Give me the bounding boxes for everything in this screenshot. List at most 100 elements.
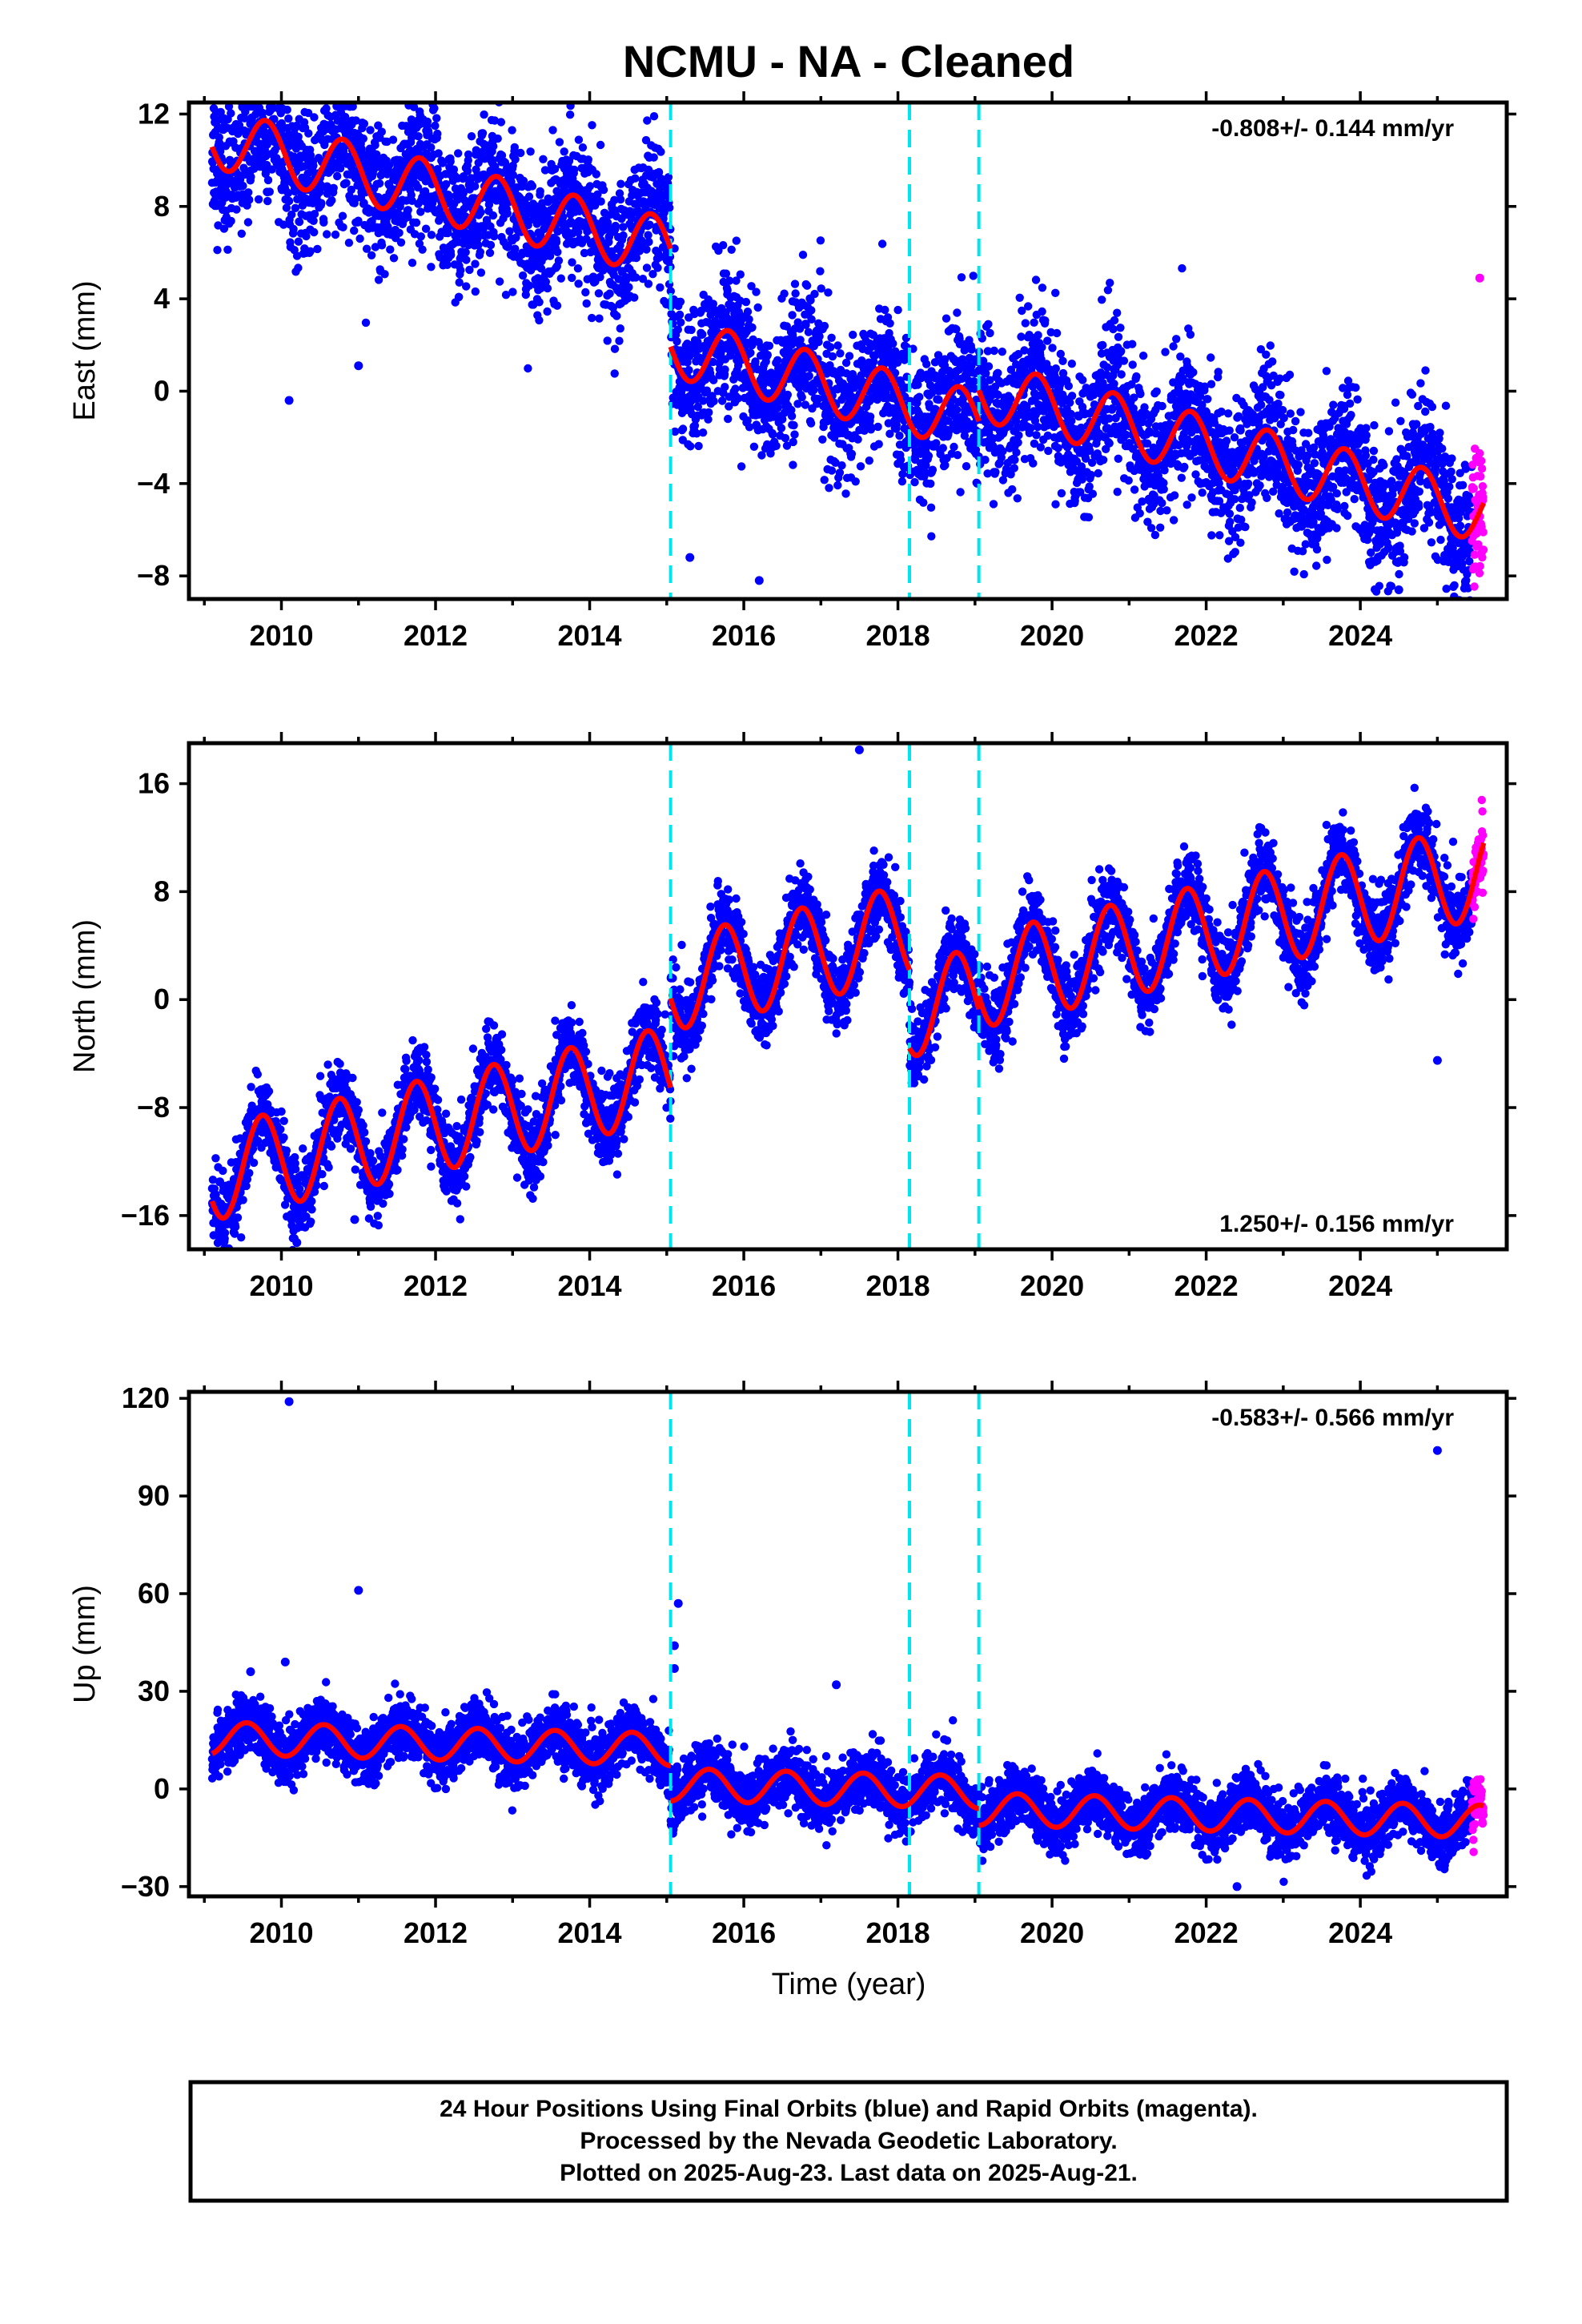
- final-orbit-point: [816, 236, 825, 245]
- final-orbit-point: [1291, 416, 1300, 426]
- final-orbit-point: [1117, 370, 1126, 379]
- final-orbit-point: [372, 150, 381, 159]
- final-orbit-point: [495, 277, 504, 286]
- final-orbit-point: [919, 498, 928, 507]
- final-orbit-point: [1132, 372, 1141, 381]
- final-orbit-point: [279, 220, 288, 229]
- final-orbit-point: [806, 419, 816, 428]
- final-orbit-point: [421, 224, 431, 233]
- final-orbit-point: [721, 365, 729, 374]
- final-orbit-point: [456, 266, 465, 275]
- final-orbit-point: [553, 247, 562, 256]
- final-orbit-point: [433, 165, 442, 174]
- final-orbit-point: [675, 310, 685, 320]
- final-orbit-point: [1162, 506, 1171, 515]
- final-orbit-point: [805, 372, 813, 380]
- final-orbit-point: [941, 460, 950, 470]
- final-orbit-point: [677, 318, 685, 327]
- final-orbit-point: [616, 195, 625, 204]
- final-orbit-point: [427, 231, 436, 239]
- final-orbit-point: [1124, 476, 1133, 485]
- final-orbit-point: [338, 211, 347, 220]
- final-orbit-point: [1322, 367, 1331, 376]
- final-orbit-point: [374, 275, 383, 284]
- final-orbit-point: [284, 196, 294, 206]
- final-orbit-point: [371, 141, 379, 150]
- final-orbit-point: [643, 116, 652, 125]
- final-orbit-point: [335, 164, 345, 173]
- final-orbit-point: [414, 132, 423, 141]
- final-orbit-point: [705, 408, 713, 417]
- final-orbit-point: [773, 356, 782, 364]
- final-orbit-point: [508, 171, 518, 179]
- final-orbit-point: [291, 203, 300, 212]
- final-orbit-point: [1187, 493, 1196, 502]
- final-orbit-point: [462, 255, 471, 264]
- final-orbit-point: [642, 245, 651, 254]
- final-orbit-point: [525, 281, 534, 290]
- final-orbit-point: [804, 328, 813, 336]
- final-orbit-point: [383, 222, 392, 231]
- final-orbit-point: [732, 236, 741, 245]
- final-orbit-point: [787, 412, 797, 420]
- final-orbit-point: [698, 428, 708, 437]
- final-orbit-point: [644, 279, 653, 288]
- final-orbit-point: [745, 315, 753, 324]
- final-orbit-point: [560, 147, 568, 156]
- final-orbit-point: [1021, 319, 1030, 328]
- final-orbit-point: [1214, 368, 1223, 376]
- final-orbit-point: [763, 351, 772, 360]
- final-orbit-point: [298, 201, 307, 210]
- final-orbit-point: [254, 195, 263, 204]
- final-orbit-point: [1098, 296, 1106, 304]
- final-orbit-point: [709, 396, 718, 406]
- final-orbit-point: [374, 121, 383, 130]
- final-orbit-point: [380, 270, 389, 279]
- final-orbit-point: [790, 279, 800, 288]
- final-orbit-point: [1043, 336, 1052, 345]
- final-orbit-point: [441, 179, 451, 189]
- final-orbit-point: [956, 488, 965, 497]
- final-orbit-point: [818, 435, 827, 444]
- final-orbit-point: [1136, 389, 1145, 399]
- final-orbit-point: [981, 456, 990, 464]
- final-orbit-point: [486, 240, 496, 250]
- final-orbit-point: [1130, 485, 1139, 494]
- final-orbit-point: [568, 258, 576, 267]
- final-orbit-point: [1255, 481, 1264, 490]
- final-orbit-point: [464, 156, 472, 165]
- final-orbit-point: [957, 273, 966, 282]
- final-orbit-point: [595, 314, 604, 323]
- final-orbit-point: [245, 195, 254, 204]
- final-orbit-point: [267, 165, 276, 174]
- final-orbit-point: [461, 247, 470, 257]
- final-orbit-point: [1038, 307, 1046, 316]
- final-orbit-point: [404, 206, 412, 215]
- final-orbit-point: [915, 392, 924, 401]
- final-orbit-point: [1038, 343, 1046, 352]
- final-orbit-point: [1156, 523, 1165, 532]
- final-orbit-point: [685, 366, 693, 375]
- final-orbit-point: [967, 345, 976, 354]
- final-orbit-point: [508, 287, 517, 296]
- final-orbit-point: [991, 468, 1000, 476]
- final-orbit-point: [1051, 288, 1060, 297]
- final-orbit-point: [1207, 531, 1216, 540]
- final-orbit-point: [1084, 513, 1094, 522]
- final-orbit-point: [910, 477, 919, 487]
- final-orbit-point: [835, 468, 845, 477]
- final-orbit-point: [1098, 340, 1107, 350]
- final-orbit-point: [873, 422, 882, 432]
- final-orbit-point: [1186, 330, 1195, 339]
- final-orbit-point: [1010, 464, 1019, 472]
- final-orbit-point: [743, 308, 753, 316]
- final-orbit-point: [462, 282, 471, 291]
- final-orbit-point: [592, 170, 600, 179]
- final-orbit-point: [489, 142, 498, 151]
- final-orbit-point: [322, 104, 331, 113]
- final-orbit-point: [1031, 275, 1041, 284]
- final-orbit-point: [1285, 370, 1295, 380]
- final-orbit-point: [235, 121, 244, 130]
- final-orbit-point: [828, 352, 837, 361]
- final-orbit-point: [1215, 531, 1224, 540]
